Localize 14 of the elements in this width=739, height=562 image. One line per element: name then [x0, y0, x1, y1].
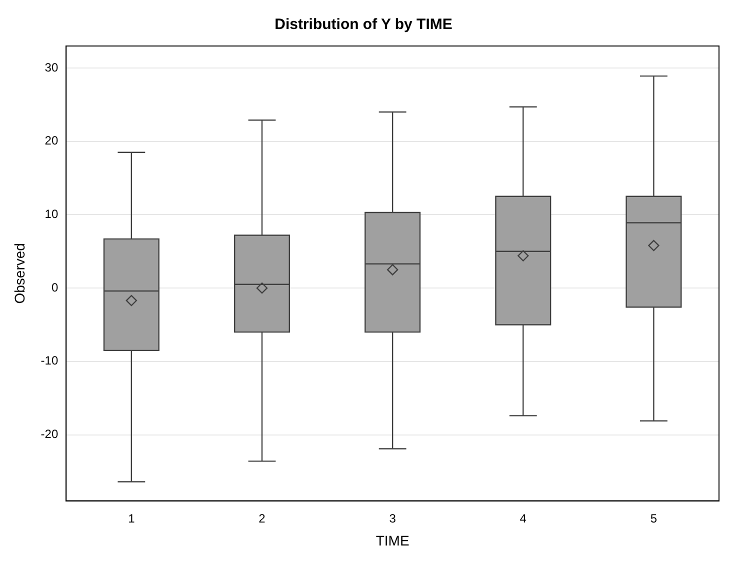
x-axis-title: TIME [376, 532, 410, 548]
y-tick-label: 10 [44, 207, 58, 222]
x-tick-label: 4 [520, 511, 527, 526]
y-tick-label: -10 [40, 354, 58, 368]
y-tick-label: 0 [51, 280, 58, 294]
y-axis-title: Observed [11, 243, 28, 304]
y-tick-label: -20 [40, 427, 58, 442]
x-tick-label: 2 [258, 511, 266, 526]
chart-title: Distribution of Y by TIME [274, 16, 452, 34]
y-tick-label: 30 [44, 60, 58, 74]
y-tick-label: 20 [44, 134, 58, 148]
x-tick-label: 3 [389, 511, 396, 526]
x-tick-label: 5 [650, 511, 658, 526]
x-tick-label: 1 [128, 511, 136, 526]
